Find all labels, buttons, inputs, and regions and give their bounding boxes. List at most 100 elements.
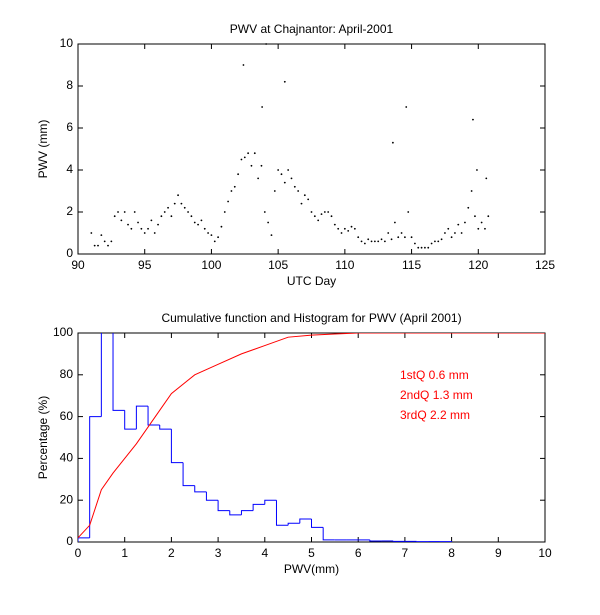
data-point bbox=[397, 236, 399, 238]
data-point bbox=[254, 152, 256, 154]
data-point bbox=[454, 232, 456, 234]
data-point bbox=[191, 215, 193, 217]
data-point bbox=[184, 207, 186, 209]
histogram-step bbox=[312, 519, 324, 527]
data-point bbox=[291, 178, 293, 180]
data-point bbox=[405, 106, 407, 108]
histogram-step bbox=[160, 425, 172, 429]
data-point bbox=[130, 228, 132, 230]
data-point bbox=[267, 222, 269, 224]
data-point bbox=[100, 234, 102, 236]
data-point bbox=[327, 211, 329, 213]
data-point bbox=[407, 211, 409, 213]
data-point bbox=[261, 106, 263, 108]
data-point bbox=[164, 211, 166, 213]
data-point bbox=[187, 211, 189, 213]
data-point bbox=[297, 190, 299, 192]
histogram-step bbox=[230, 511, 242, 515]
data-point bbox=[321, 213, 323, 215]
data-point bbox=[160, 215, 162, 217]
data-point bbox=[394, 222, 396, 224]
data-point bbox=[120, 220, 122, 222]
data-point bbox=[227, 201, 229, 203]
data-point bbox=[127, 224, 129, 226]
data-point bbox=[257, 178, 259, 180]
data-point bbox=[471, 190, 473, 192]
y-tick-label: 10 bbox=[60, 36, 74, 50]
data-point bbox=[197, 224, 199, 226]
data-point bbox=[357, 236, 359, 238]
data-point bbox=[294, 186, 296, 188]
data-point bbox=[447, 228, 449, 230]
data-point bbox=[174, 203, 176, 205]
y-axis-label: Percentage (%) bbox=[36, 396, 50, 479]
x-tick-label: 125 bbox=[535, 258, 555, 272]
data-point bbox=[381, 238, 383, 240]
data-point bbox=[177, 194, 179, 196]
data-point bbox=[140, 228, 142, 230]
x-tick-label: 120 bbox=[468, 258, 488, 272]
data-point bbox=[264, 211, 266, 213]
data-point bbox=[284, 81, 286, 83]
y-tick-label: 0 bbox=[66, 534, 73, 548]
y-tick-label: 60 bbox=[60, 409, 74, 423]
data-point bbox=[144, 232, 146, 234]
data-point bbox=[481, 222, 483, 224]
data-point bbox=[271, 234, 273, 236]
histogram-step bbox=[253, 504, 265, 510]
data-point bbox=[224, 211, 226, 213]
histogram-step bbox=[78, 538, 90, 542]
data-point bbox=[417, 247, 419, 249]
data-point bbox=[110, 241, 112, 243]
data-point bbox=[392, 142, 394, 144]
data-point bbox=[437, 241, 439, 243]
data-point bbox=[194, 222, 196, 224]
x-tick-label: 8 bbox=[448, 546, 455, 560]
data-point bbox=[467, 207, 469, 209]
data-point bbox=[427, 247, 429, 249]
data-point bbox=[261, 165, 263, 167]
data-point bbox=[204, 228, 206, 230]
data-point bbox=[90, 232, 92, 234]
data-point bbox=[284, 182, 286, 184]
histogram-step bbox=[288, 523, 300, 525]
data-point bbox=[424, 247, 426, 249]
histogram-step bbox=[206, 492, 218, 500]
data-point bbox=[364, 243, 366, 245]
data-point bbox=[231, 190, 233, 192]
data-point bbox=[147, 228, 149, 230]
x-tick-label: 5 bbox=[308, 546, 315, 560]
data-point bbox=[387, 232, 389, 234]
chart-title: PWV at Chajnantor: April-2001 bbox=[230, 22, 394, 36]
x-tick-label: 4 bbox=[261, 546, 268, 560]
data-point bbox=[234, 186, 236, 188]
data-point bbox=[474, 215, 476, 217]
data-point bbox=[157, 224, 159, 226]
y-tick-label: 0 bbox=[66, 246, 73, 260]
data-point bbox=[367, 238, 369, 240]
y-tick-label: 2 bbox=[66, 204, 73, 218]
x-tick-label: 0 bbox=[75, 546, 82, 560]
data-point bbox=[181, 203, 183, 205]
data-point bbox=[377, 241, 379, 243]
data-point bbox=[311, 211, 313, 213]
data-point bbox=[344, 228, 346, 230]
axes-box bbox=[78, 333, 545, 542]
data-point bbox=[207, 232, 209, 234]
x-tick-label: 100 bbox=[201, 258, 221, 272]
data-point bbox=[137, 222, 139, 224]
data-point bbox=[334, 224, 336, 226]
data-point bbox=[124, 211, 126, 213]
data-point bbox=[117, 211, 119, 213]
histogram-step bbox=[183, 463, 195, 486]
data-point bbox=[167, 207, 169, 209]
cumulative-line bbox=[78, 333, 545, 538]
data-point bbox=[247, 152, 249, 154]
data-point bbox=[154, 232, 156, 234]
data-point bbox=[217, 236, 219, 238]
histogram-step bbox=[101, 291, 113, 416]
x-tick-label: 7 bbox=[402, 546, 409, 560]
x-tick-label: 95 bbox=[138, 258, 152, 272]
data-point bbox=[477, 228, 479, 230]
